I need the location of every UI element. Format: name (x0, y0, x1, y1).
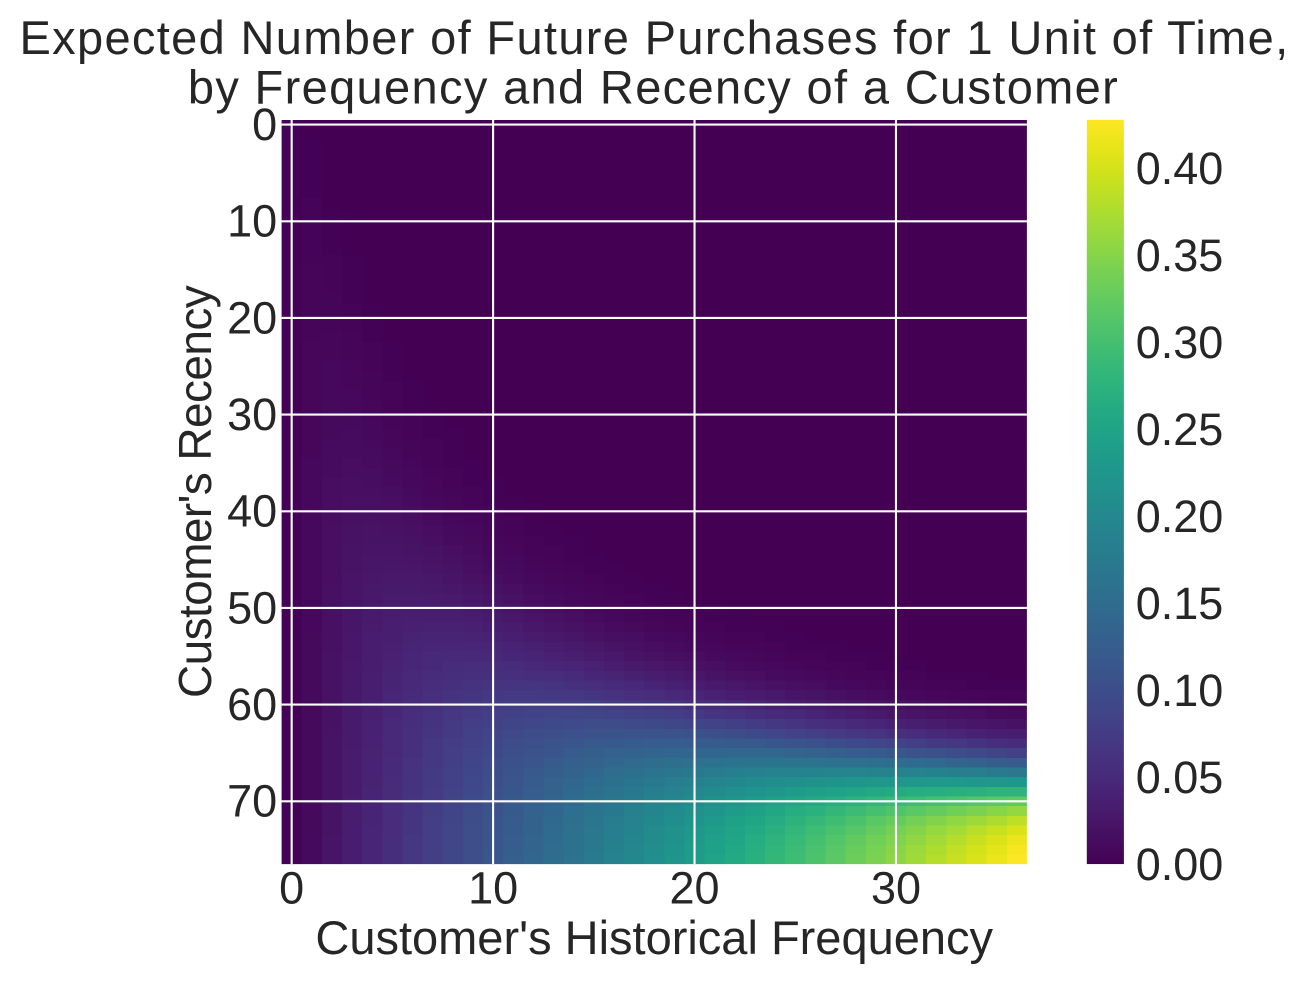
svg-text:by Frequency and Recency of a: by Frequency and Recency of a Customer (188, 60, 1119, 113)
svg-text:30: 30 (871, 863, 921, 914)
svg-text:0: 0 (279, 863, 304, 914)
svg-text:0.00: 0.00 (1136, 839, 1224, 890)
svg-text:0.25: 0.25 (1136, 404, 1224, 455)
svg-text:30: 30 (227, 389, 277, 440)
svg-text:10: 10 (227, 196, 277, 247)
svg-text:10: 10 (468, 863, 518, 914)
svg-text:0.05: 0.05 (1136, 752, 1224, 803)
svg-text:Customer's Recency: Customer's Recency (169, 285, 221, 698)
svg-text:50: 50 (227, 582, 277, 633)
svg-text:0.35: 0.35 (1136, 230, 1224, 281)
svg-text:0: 0 (252, 99, 277, 150)
svg-text:0.30: 0.30 (1136, 317, 1224, 368)
svg-text:0.40: 0.40 (1136, 143, 1224, 194)
svg-text:0.15: 0.15 (1136, 578, 1224, 629)
svg-text:20: 20 (227, 292, 277, 343)
svg-text:70: 70 (227, 776, 277, 827)
svg-text:Expected Number of Future Purc: Expected Number of Future Purchases for … (19, 11, 1289, 64)
svg-text:0.10: 0.10 (1136, 665, 1224, 716)
svg-text:40: 40 (227, 486, 277, 537)
svg-text:Customer's Historical Frequenc: Customer's Historical Frequency (315, 911, 993, 964)
svg-text:0.20: 0.20 (1136, 491, 1224, 542)
svg-text:20: 20 (669, 863, 719, 914)
svg-text:60: 60 (227, 679, 277, 730)
